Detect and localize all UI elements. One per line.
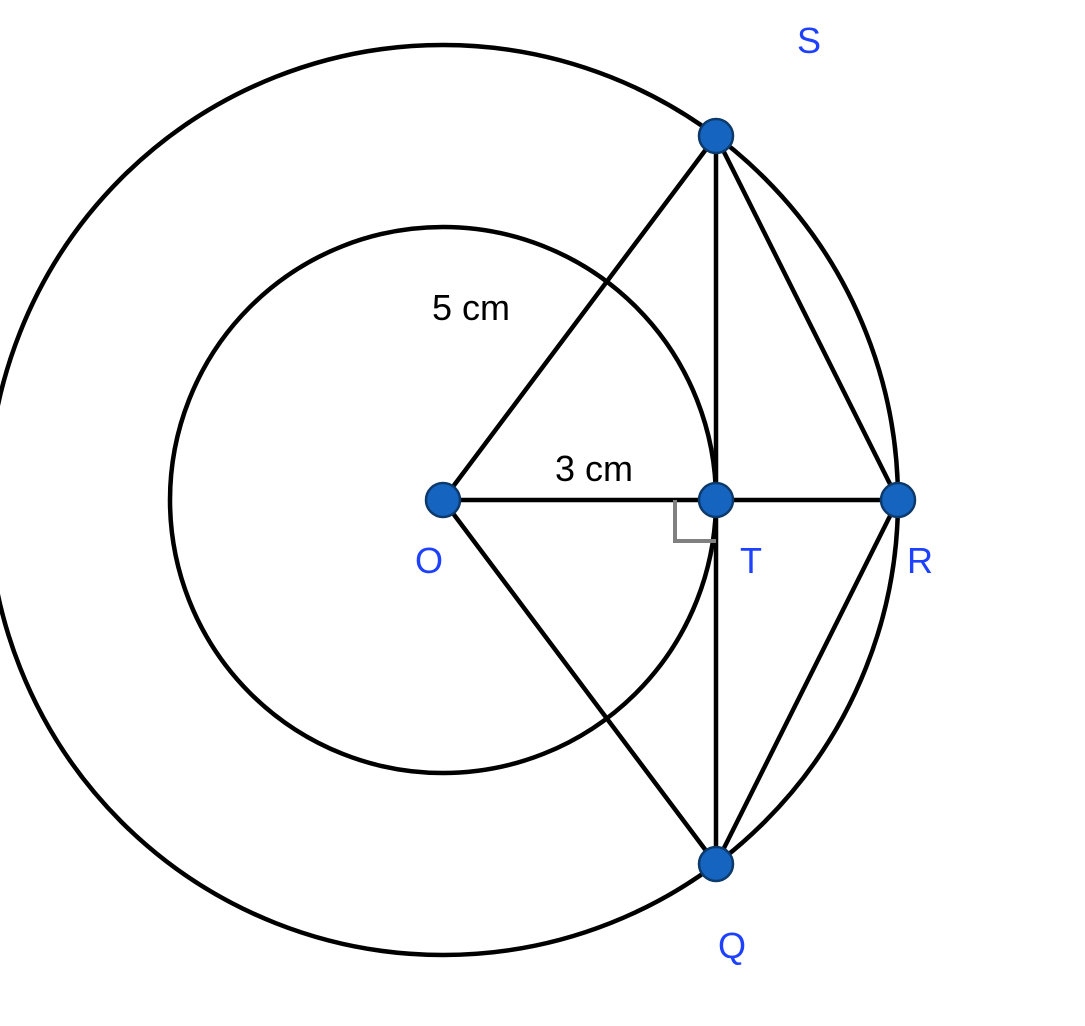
line-O-Q xyxy=(443,500,716,864)
line-S-R xyxy=(716,136,898,500)
point-S xyxy=(699,119,733,153)
label-measure-OT: 3 cm xyxy=(555,448,633,490)
point-O xyxy=(426,483,460,517)
label-point-T: T xyxy=(740,540,762,582)
geometry-diagram xyxy=(0,0,1085,1026)
point-T xyxy=(699,483,733,517)
label-measure-OS: 5 cm xyxy=(432,287,510,329)
label-point-R: R xyxy=(907,540,933,582)
label-point-O: O xyxy=(415,540,443,582)
label-point-S: S xyxy=(797,20,821,62)
point-R xyxy=(881,483,915,517)
point-Q xyxy=(699,847,733,881)
label-point-Q: Q xyxy=(718,925,746,967)
